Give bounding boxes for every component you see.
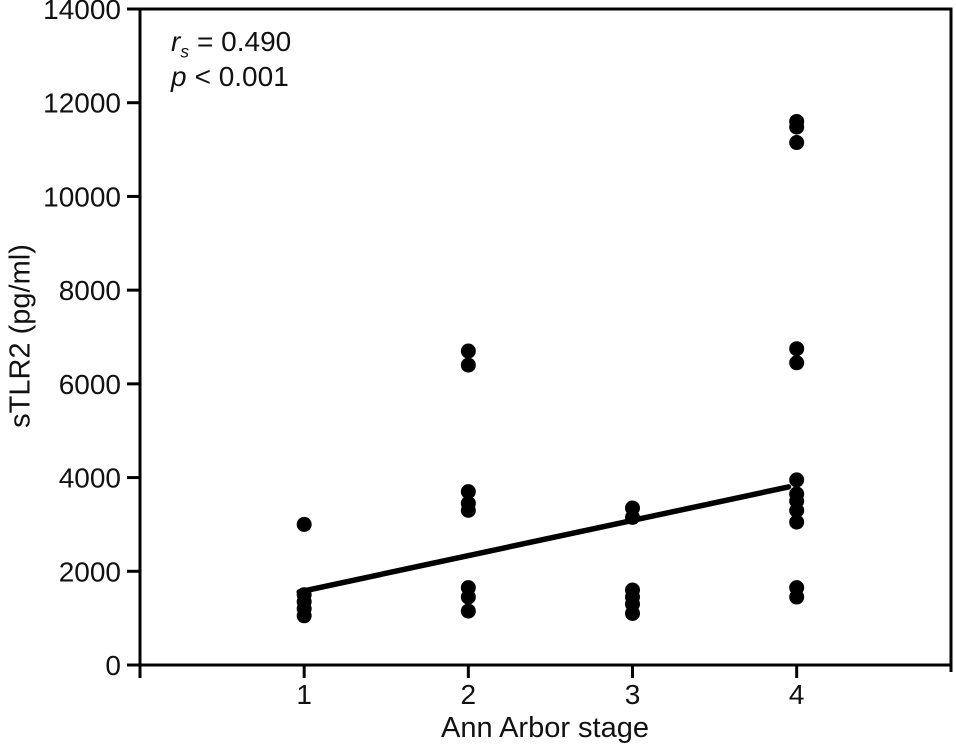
y-tick-label: 6000 <box>59 369 121 400</box>
p-symbol: p <box>171 61 187 92</box>
data-point <box>789 355 805 371</box>
x-tick-label: 4 <box>789 679 805 710</box>
data-point <box>460 603 476 619</box>
data-point <box>625 509 641 525</box>
r-subscript: s <box>180 41 190 62</box>
x-axis-title: Ann Arbor stage <box>441 712 649 744</box>
data-point <box>460 357 476 373</box>
y-axis-title: sTLR2 (pg/ml) <box>4 244 37 428</box>
x-tick-label: 2 <box>461 679 477 710</box>
data-point <box>789 589 805 605</box>
data-point <box>789 472 805 488</box>
data-point <box>296 516 312 532</box>
data-point <box>625 605 641 621</box>
r-value: = 0.490 <box>197 26 292 57</box>
stats-annotation: rs = 0.490 p < 0.001 <box>171 24 291 94</box>
y-tick-label: 10000 <box>43 181 121 212</box>
x-tick-label: 1 <box>296 679 312 710</box>
data-point <box>460 589 476 605</box>
y-tick-label: 8000 <box>59 275 121 306</box>
pvalue-stat: p < 0.001 <box>171 59 291 94</box>
trend-line <box>296 484 792 595</box>
y-tick-label: 14000 <box>43 0 121 25</box>
x-tick-label: 3 <box>625 679 641 710</box>
data-point <box>789 135 805 151</box>
y-tick-label: 12000 <box>43 88 121 119</box>
data-point <box>789 502 805 518</box>
data-point <box>460 502 476 518</box>
data-point <box>789 341 805 357</box>
data-point <box>789 119 805 135</box>
p-value: < 0.001 <box>194 61 289 92</box>
y-tick-label: 0 <box>105 650 121 681</box>
data-point <box>460 484 476 500</box>
data-point <box>296 608 312 624</box>
y-tick-label: 4000 <box>59 463 121 494</box>
y-tick-label: 2000 <box>59 556 121 587</box>
data-point <box>789 514 805 530</box>
correlation-stat: rs = 0.490 <box>171 24 292 62</box>
r-symbol: r <box>171 26 181 57</box>
data-point <box>460 343 476 359</box>
